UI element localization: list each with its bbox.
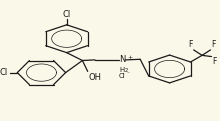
Text: F: F bbox=[188, 40, 192, 49]
Text: 2: 2 bbox=[125, 68, 128, 72]
Text: +: + bbox=[128, 55, 133, 60]
Text: OH: OH bbox=[89, 73, 102, 82]
Text: Cl: Cl bbox=[62, 10, 71, 19]
Text: Cl: Cl bbox=[0, 68, 8, 77]
Text: F: F bbox=[211, 40, 216, 49]
Text: Cl: Cl bbox=[119, 73, 126, 79]
Text: H: H bbox=[120, 67, 125, 73]
Text: N: N bbox=[119, 55, 126, 64]
Text: F: F bbox=[213, 57, 217, 66]
Text: ⁻: ⁻ bbox=[127, 73, 130, 78]
